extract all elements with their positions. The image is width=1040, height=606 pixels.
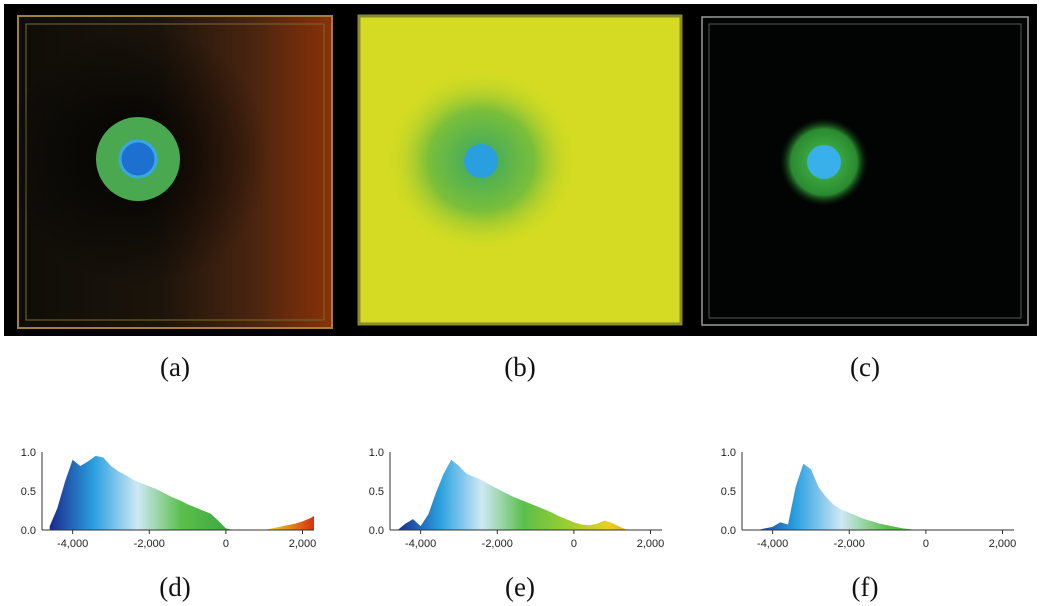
y-tick-label: 0.0 [369,525,384,537]
y-tick-label: 1.0 [721,447,736,459]
histogram-f-svg: -4,000 -2,000 0 2,000 0.0 0.5 1.0 [721,447,1017,550]
histogram-f: -4,000 -2,000 0 2,000 0.0 0.5 1.0 [712,440,1022,560]
caption-c: (c) [850,352,880,382]
x-tick-label: 0 [923,538,929,550]
caption-e: (e) [505,572,535,602]
histogram-e: -4,000 -2,000 0 2,000 0.0 0.5 1.0 [360,440,670,560]
x-tick-label: -4,000 [57,538,88,550]
x-tick-label: 2,000 [289,538,317,550]
x-tick-label: 2,000 [989,538,1017,550]
volume-render-b [357,14,683,326]
y-tick-label: 0.5 [369,486,384,498]
histogram-area [49,455,314,530]
histogram-e-svg: -4,000 -2,000 0 2,000 0.0 0.5 1.0 [369,447,665,550]
y-tick-label: 0.5 [721,486,736,498]
x-tick-label: -2,000 [134,538,165,550]
x-tick-label: 0 [223,538,229,550]
x-tick-label: 0 [571,538,577,550]
histogram-d-svg: -4,000 -2,000 0 2,000 0.0 0.5 1.0 [21,447,317,550]
histogram-area [749,463,934,530]
y-tick-label: 0.0 [21,525,36,537]
caption-d: (d) [159,572,191,602]
caption-a: (a) [160,352,190,382]
caption-b: (b) [504,352,536,382]
caption-f: (f) [851,572,879,602]
y-tick-label: 0.5 [21,486,36,498]
histogram-area [397,459,651,530]
volume-render-c [701,16,1029,326]
y-tick-label: 0.0 [721,525,736,537]
y-tick-label: 1.0 [21,447,36,459]
histogram-d: -4,000 -2,000 0 2,000 0.0 0.5 1.0 [12,440,322,560]
volume-render-a [16,14,334,330]
x-tick-label: -4,000 [405,538,436,550]
x-tick-label: -2,000 [834,538,865,550]
x-tick-label: -4,000 [757,538,788,550]
y-tick-label: 1.0 [369,447,384,459]
x-tick-label: 2,000 [637,538,665,550]
x-tick-label: -2,000 [482,538,513,550]
